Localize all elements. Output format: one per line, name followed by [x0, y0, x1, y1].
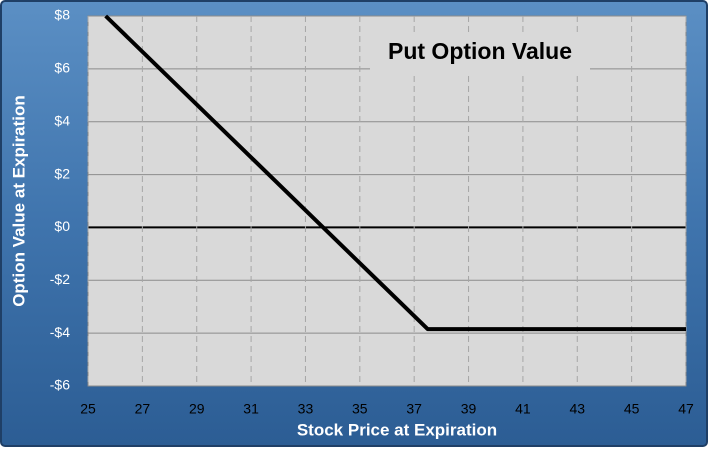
y-tick-label: $6	[54, 60, 70, 76]
y-tick-label: $2	[54, 165, 70, 181]
x-tick-label: 39	[461, 401, 477, 417]
y-axis-label: Option Value at Expiration	[9, 95, 28, 307]
x-tick-label: 37	[406, 401, 422, 417]
y-tick-label: -$2	[50, 271, 70, 287]
x-tick-label: 25	[80, 401, 96, 417]
x-tick-label: 41	[515, 401, 531, 417]
plot-area	[87, 15, 687, 387]
y-tick-label: $0	[54, 218, 70, 234]
title-box	[370, 34, 590, 72]
x-axis-label: Stock Price at Expiration	[297, 420, 497, 439]
y-tick-label: -$4	[50, 324, 70, 340]
y-tick-label: -$6	[50, 377, 70, 393]
x-tick-label: 31	[243, 401, 259, 417]
x-tick-label: 45	[624, 401, 640, 417]
x-tick-label: 35	[352, 401, 368, 417]
x-tick-label: 43	[569, 401, 585, 417]
series-line	[104, 14, 686, 332]
x-tick-label: 47	[678, 401, 694, 417]
x-tick-label: 33	[298, 401, 314, 417]
x-tick-label: 29	[189, 401, 205, 417]
x-tick-label: 27	[135, 401, 151, 417]
y-tick-label: $8	[54, 7, 70, 23]
chart-title: Put Option Value	[388, 38, 572, 64]
y-tick-label: $4	[54, 112, 70, 128]
